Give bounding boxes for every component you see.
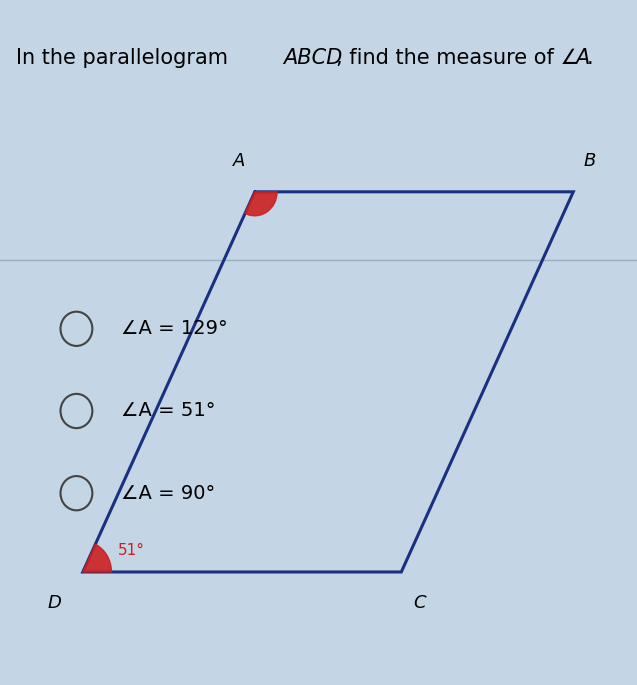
Wedge shape (83, 545, 111, 572)
Text: B: B (583, 152, 596, 170)
Text: D: D (47, 594, 61, 612)
Text: ∠A = 51°: ∠A = 51° (121, 401, 215, 421)
Text: , find the measure of ∠: , find the measure of ∠ (336, 48, 580, 68)
Text: In the parallelogram: In the parallelogram (16, 48, 232, 68)
Text: ∠A = 129°: ∠A = 129° (121, 319, 228, 338)
Text: ABCD: ABCD (283, 48, 343, 68)
Text: .: . (587, 48, 593, 68)
Text: C: C (413, 594, 426, 612)
Text: A: A (233, 152, 245, 170)
Text: 51°: 51° (118, 543, 145, 558)
Wedge shape (245, 192, 277, 216)
Text: A: A (575, 48, 589, 68)
Text: ∠A = 90°: ∠A = 90° (121, 484, 215, 503)
